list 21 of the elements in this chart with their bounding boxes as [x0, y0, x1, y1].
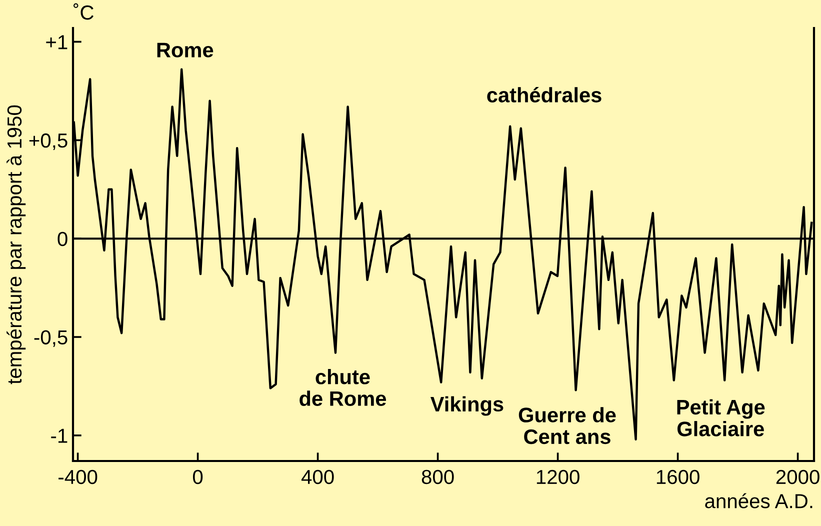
- x-tick-label: 2000: [776, 470, 820, 484]
- y-tick-label: -0,5: [34, 330, 68, 347]
- x-tick-label: 0: [192, 470, 203, 484]
- x-tick-label: 800: [422, 470, 454, 484]
- annotation: Vikings: [430, 396, 504, 416]
- x-axis-title: années A.D.: [705, 493, 812, 508]
- x-tick-label: -400: [58, 470, 98, 484]
- y-tick-label: -1: [51, 428, 68, 443]
- annotation: chute de Rome: [300, 369, 386, 406]
- y-tick-label: +0,5: [29, 133, 68, 150]
- y-tick-label: 0: [58, 232, 68, 246]
- y-axis-title: température par rapport à 1950: [6, 105, 26, 384]
- x-tick-label: 1200: [536, 470, 580, 484]
- y-tick-label: +1: [46, 35, 68, 50]
- annotation: Rome: [157, 42, 214, 58]
- x-tick-label: 1600: [656, 470, 700, 484]
- annotation: cathédrales: [487, 86, 602, 102]
- x-tick-label: 400: [301, 470, 334, 484]
- annotation: Petit Age Glaciaire: [677, 399, 765, 436]
- annotation: Guerre de Cent ans: [518, 407, 616, 444]
- text: ˚C: [74, 3, 94, 20]
